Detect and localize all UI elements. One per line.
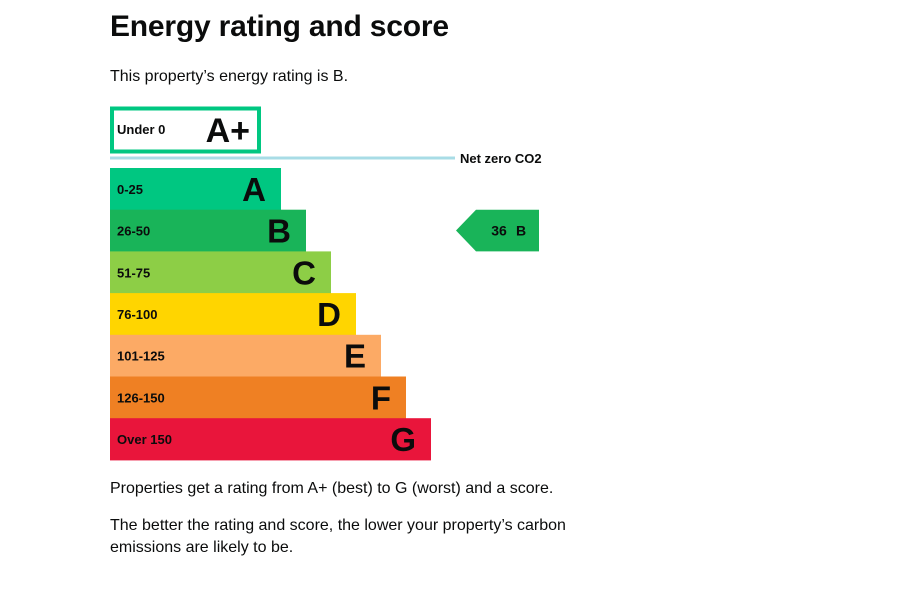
current-score: 36 — [491, 223, 507, 239]
band-d-letter: D — [317, 296, 341, 333]
band-c-letter: C — [292, 254, 316, 291]
band-a-plus-box — [110, 106, 261, 154]
rating-bands: Under 0 A+0-25 A26-50 B51-75 C76-100 D101-125… — [110, 106, 431, 461]
band-e: 101-125 E — [110, 334, 381, 377]
band-e-bar — [110, 334, 381, 377]
band-a-plus-range: Under 0 — [117, 122, 165, 137]
band-d-range: 76-100 — [117, 307, 157, 322]
band-g-bar — [110, 418, 431, 461]
band-b-range: 26-50 — [117, 224, 150, 239]
band-a-plus-letter: A+ — [206, 112, 250, 150]
band-c-range: 51-75 — [117, 265, 150, 280]
band-c-bar — [110, 251, 331, 294]
band-g: Over 150 G — [110, 418, 431, 461]
band-b-letter: B — [267, 213, 291, 250]
band-d: 76-100 D — [110, 293, 356, 336]
net-zero-label: Net zero CO2 — [460, 151, 542, 166]
current-rating-marker: 36 B — [456, 209, 539, 252]
band-d-bar — [110, 293, 356, 336]
band-b-bar — [110, 209, 306, 252]
band-e-letter: E — [344, 338, 366, 375]
page-title: Energy rating and score — [110, 10, 449, 43]
band-f-letter: F — [371, 379, 391, 416]
current-rating-letter: B — [516, 223, 526, 239]
current-rating-arrow — [456, 209, 539, 252]
band-f: 126-150 F — [110, 376, 406, 419]
band-g-letter: G — [390, 421, 416, 458]
band-a: 0-25 A — [110, 168, 281, 211]
band-f-bar — [110, 376, 406, 419]
rating-explanation: Properties get a rating from A+ (best) t… — [110, 480, 554, 497]
band-a-plus: Under 0 A+ — [110, 106, 261, 154]
band-f-range: 126-150 — [117, 390, 165, 405]
energy-rating-summary: This property’s energy rating is B. — [110, 68, 349, 85]
score-explanation: The better the rating and score, the low… — [110, 517, 566, 556]
band-a-letter: A — [242, 171, 266, 208]
band-b: 26-50 B — [110, 209, 306, 252]
net-zero-marker: Net zero CO2 — [110, 151, 542, 166]
band-e-range: 101-125 — [117, 349, 165, 364]
band-a-range: 0-25 — [117, 182, 143, 197]
band-c: 51-75 C — [110, 251, 331, 294]
band-g-range: Over 150 — [117, 432, 172, 447]
band-a-bar — [110, 168, 281, 211]
